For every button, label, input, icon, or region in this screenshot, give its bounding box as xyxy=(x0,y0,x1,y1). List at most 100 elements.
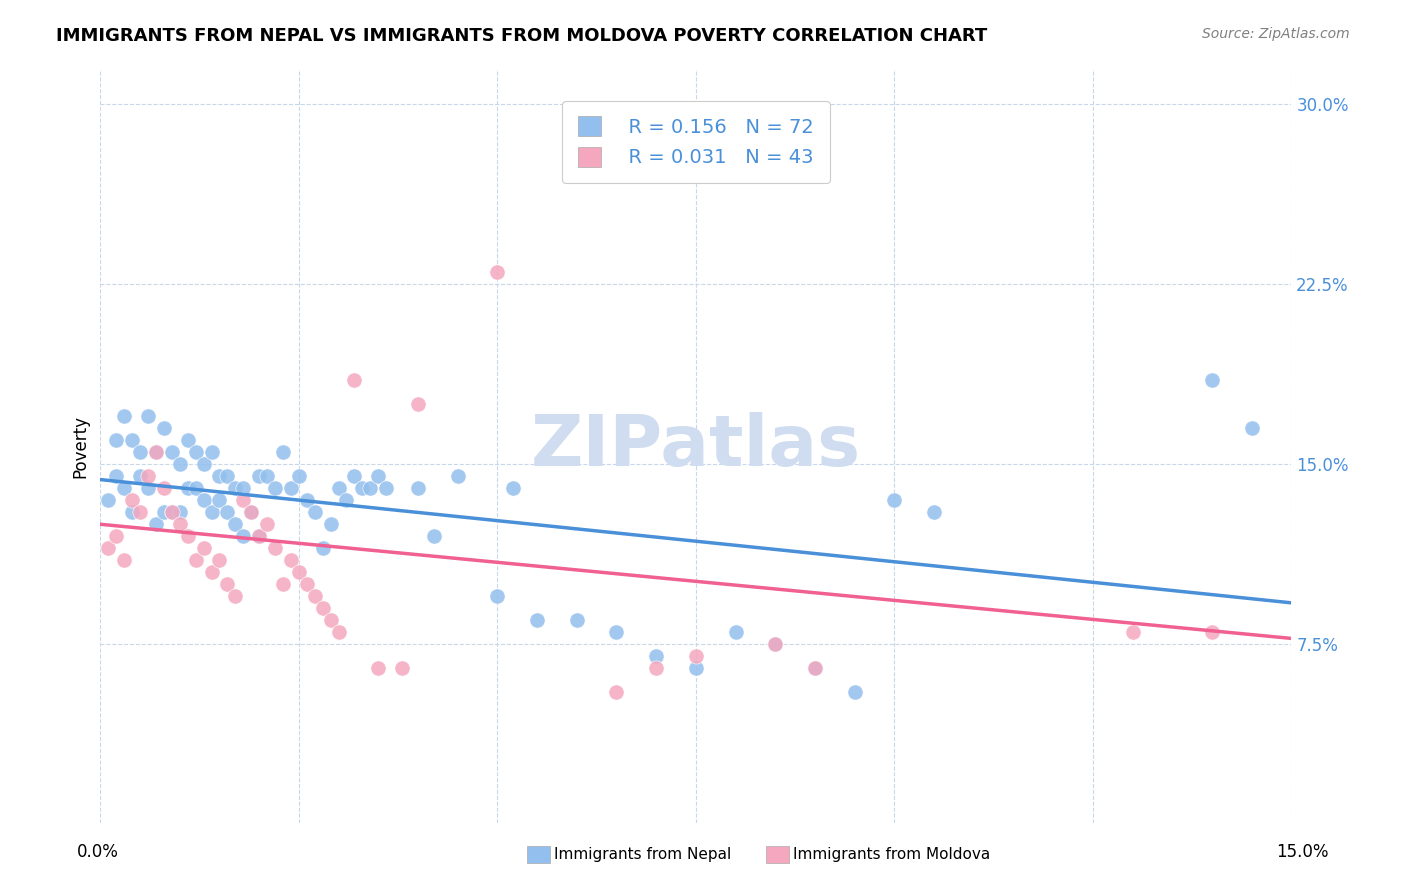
Point xyxy=(328,624,350,639)
Point xyxy=(804,661,827,675)
Point xyxy=(200,565,222,579)
Point xyxy=(526,613,548,627)
Point xyxy=(319,516,342,531)
Point xyxy=(169,516,191,531)
Point xyxy=(343,469,366,483)
Text: Immigrants from Moldova: Immigrants from Moldova xyxy=(793,847,990,862)
Point xyxy=(105,433,128,447)
Y-axis label: Poverty: Poverty xyxy=(72,415,89,477)
Point xyxy=(343,373,366,387)
Point xyxy=(200,505,222,519)
Point xyxy=(153,505,176,519)
Text: Source: ZipAtlas.com: Source: ZipAtlas.com xyxy=(1202,27,1350,41)
Point xyxy=(136,469,159,483)
Point xyxy=(247,529,270,543)
Point xyxy=(271,445,294,459)
Point xyxy=(280,481,302,495)
Point xyxy=(763,637,786,651)
Point xyxy=(565,613,588,627)
Point xyxy=(208,469,231,483)
Point xyxy=(176,529,198,543)
Point xyxy=(1122,624,1144,639)
Point xyxy=(406,397,429,411)
Point xyxy=(328,481,350,495)
Point xyxy=(208,553,231,567)
Point xyxy=(112,553,135,567)
Point xyxy=(240,505,263,519)
Point xyxy=(193,457,215,471)
Point xyxy=(685,661,707,675)
Point xyxy=(153,421,176,435)
Point xyxy=(304,589,326,603)
Point xyxy=(112,481,135,495)
Point xyxy=(319,613,342,627)
Point xyxy=(97,492,120,507)
Point xyxy=(129,469,152,483)
Point xyxy=(922,505,945,519)
Point xyxy=(240,505,263,519)
Point xyxy=(367,661,389,675)
Point xyxy=(486,589,509,603)
Point xyxy=(105,469,128,483)
Point xyxy=(502,481,524,495)
Point xyxy=(352,481,374,495)
Text: Immigrants from Nepal: Immigrants from Nepal xyxy=(554,847,731,862)
Point xyxy=(446,469,468,483)
Point xyxy=(288,469,311,483)
Point xyxy=(359,481,381,495)
Legend:   R = 0.156   N = 72,   R = 0.031   N = 43: R = 0.156 N = 72, R = 0.031 N = 43 xyxy=(562,101,830,183)
Point xyxy=(232,481,254,495)
Point xyxy=(184,553,207,567)
Point xyxy=(311,600,333,615)
Text: ZIPatlas: ZIPatlas xyxy=(531,411,860,481)
Point xyxy=(145,445,167,459)
Point xyxy=(311,541,333,555)
Point xyxy=(288,565,311,579)
Point xyxy=(232,492,254,507)
Point xyxy=(280,553,302,567)
Point xyxy=(145,516,167,531)
Point xyxy=(844,684,866,698)
Point xyxy=(375,481,398,495)
Point xyxy=(247,469,270,483)
Point xyxy=(605,624,627,639)
Point xyxy=(217,505,239,519)
Point xyxy=(685,648,707,663)
Point xyxy=(232,529,254,543)
Point xyxy=(136,481,159,495)
Point xyxy=(169,457,191,471)
Point xyxy=(112,409,135,423)
Point xyxy=(804,661,827,675)
Point xyxy=(200,445,222,459)
Point xyxy=(136,409,159,423)
Point xyxy=(153,481,176,495)
Point xyxy=(105,529,128,543)
Point xyxy=(256,469,278,483)
Point xyxy=(605,169,627,184)
Point xyxy=(391,661,413,675)
Point xyxy=(295,576,318,591)
Point xyxy=(247,529,270,543)
Point xyxy=(176,433,198,447)
Point xyxy=(724,624,747,639)
Point xyxy=(224,516,246,531)
Point xyxy=(193,541,215,555)
Point xyxy=(264,481,287,495)
Point xyxy=(224,481,246,495)
Point xyxy=(1240,421,1263,435)
Point xyxy=(883,492,905,507)
Point xyxy=(121,492,143,507)
Point xyxy=(193,492,215,507)
Point xyxy=(184,481,207,495)
Point xyxy=(121,433,143,447)
Point xyxy=(763,637,786,651)
Point xyxy=(423,529,446,543)
Point xyxy=(145,445,167,459)
Point xyxy=(224,589,246,603)
Point xyxy=(97,541,120,555)
Point xyxy=(1201,373,1223,387)
Point xyxy=(217,576,239,591)
Point xyxy=(1201,624,1223,639)
Point xyxy=(169,505,191,519)
Point xyxy=(217,469,239,483)
